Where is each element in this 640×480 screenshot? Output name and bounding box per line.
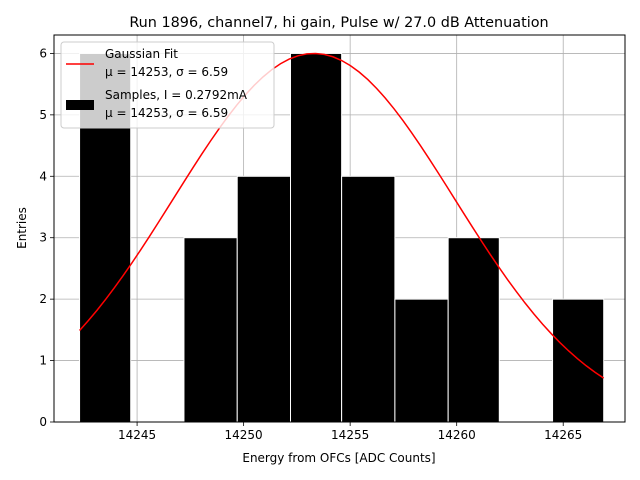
y-tick-label: 6 <box>39 46 47 60</box>
x-axis-ticks: 14245 14250 14255 14260 14265 <box>118 422 582 442</box>
y-tick-label: 5 <box>39 108 47 122</box>
x-tick-label: 14245 <box>118 428 156 442</box>
y-tick-label: 1 <box>39 354 47 368</box>
y-tick-label: 3 <box>39 231 47 245</box>
x-axis-label: Energy from OFCs [ADC Counts] <box>242 451 435 465</box>
gaussian-fit-curve <box>79 52 605 379</box>
y-tick-label: 2 <box>39 292 47 306</box>
histogram-bar <box>447 237 500 423</box>
x-tick-label: 14260 <box>438 428 476 442</box>
histogram-bar <box>236 175 291 423</box>
histogram-bar <box>183 237 238 423</box>
histogram-bar <box>552 298 605 423</box>
fit-curve-layer <box>79 52 605 379</box>
legend: Gaussian Fit μ = 14253, σ = 6.59 Samples… <box>60 41 275 129</box>
y-tick-label: 0 <box>39 415 47 429</box>
y-axis-label: Entries <box>15 207 29 249</box>
histogram-bar <box>394 298 449 423</box>
legend-fit-stats: μ = 14253, σ = 6.59 <box>105 65 228 79</box>
plot-frame <box>53 34 626 423</box>
legend-samples-stats: μ = 14253, σ = 6.59 <box>105 106 228 120</box>
chart-title: Run 1896, channel7, hi gain, Pulse w/ 27… <box>129 15 548 31</box>
x-tick-label: 14250 <box>225 428 263 442</box>
y-tick-label: 4 <box>39 169 47 183</box>
legend-samples-label: Samples, I = 0.2792mA <box>105 88 248 102</box>
histogram-bars <box>79 52 605 423</box>
histogram-bar <box>341 175 396 423</box>
legend-fit-label: Gaussian Fit <box>105 47 178 61</box>
y-axis-ticks: 0 1 2 3 4 5 6 <box>39 46 54 429</box>
histogram-bar <box>289 52 343 423</box>
legend-box <box>60 41 275 129</box>
x-tick-label: 14265 <box>544 428 582 442</box>
legend-samples-swatch <box>66 100 94 110</box>
x-tick-label: 14255 <box>331 428 369 442</box>
